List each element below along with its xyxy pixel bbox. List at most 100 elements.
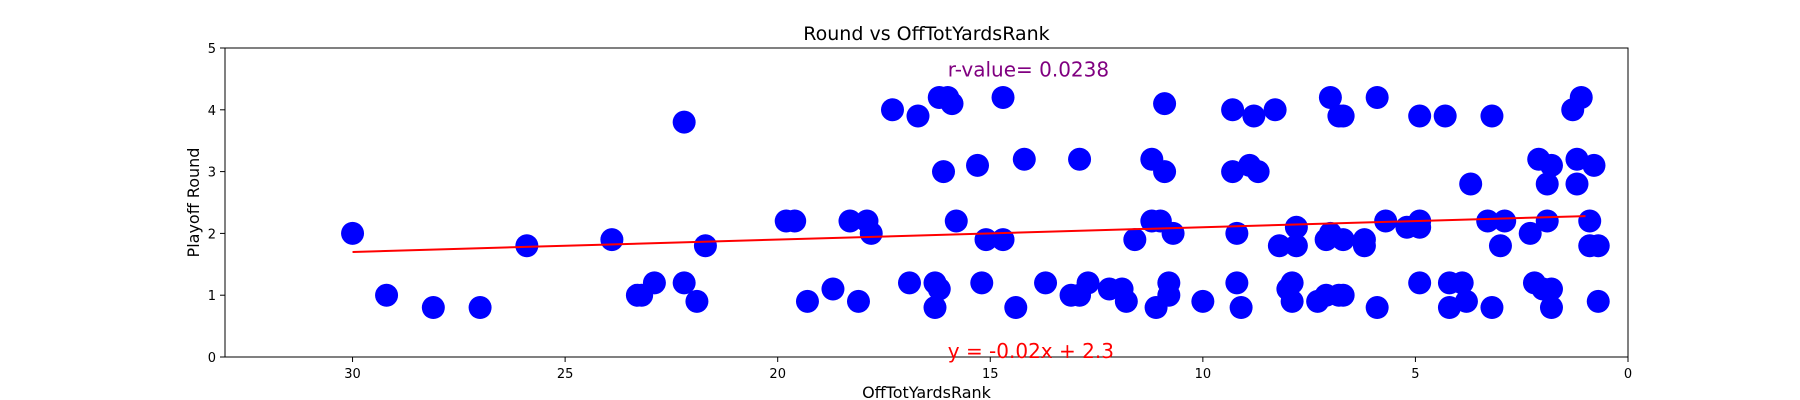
data-point bbox=[1153, 92, 1177, 116]
data-point bbox=[468, 296, 492, 320]
y-tick-label: 0 bbox=[208, 351, 216, 366]
data-point bbox=[642, 271, 666, 295]
data-point bbox=[940, 92, 964, 116]
x-tick-label: 10 bbox=[1195, 367, 1212, 382]
regression-line bbox=[352, 215, 1586, 253]
data-point bbox=[1161, 221, 1185, 245]
data-point bbox=[1488, 234, 1512, 258]
data-point bbox=[927, 277, 951, 301]
data-point bbox=[1450, 271, 1474, 295]
data-point bbox=[1263, 98, 1287, 122]
data-point bbox=[1076, 271, 1100, 295]
data-point bbox=[1157, 283, 1181, 307]
data-point bbox=[897, 271, 921, 295]
data-point bbox=[1012, 147, 1036, 171]
data-point bbox=[932, 160, 956, 184]
data-point bbox=[1459, 172, 1483, 196]
x-tick-label: 0 bbox=[1624, 367, 1632, 382]
data-point bbox=[1365, 296, 1389, 320]
data-point bbox=[1225, 221, 1249, 245]
r-value-annotation: r-value= 0.0238 bbox=[948, 58, 1109, 82]
data-point bbox=[1586, 289, 1610, 313]
data-point bbox=[1493, 209, 1517, 233]
data-point bbox=[693, 234, 717, 258]
data-point bbox=[1225, 271, 1249, 295]
y-tick-label: 1 bbox=[208, 289, 216, 304]
data-point bbox=[1578, 209, 1602, 233]
data-point bbox=[846, 289, 870, 313]
data-point bbox=[1480, 104, 1504, 128]
data-point bbox=[672, 271, 696, 295]
data-point bbox=[1229, 296, 1253, 320]
data-point bbox=[859, 221, 883, 245]
data-point bbox=[1242, 104, 1266, 128]
data-point bbox=[1123, 228, 1147, 252]
data-point bbox=[970, 271, 994, 295]
data-point bbox=[375, 283, 399, 307]
data-point bbox=[1331, 228, 1355, 252]
data-point bbox=[923, 296, 947, 320]
data-point bbox=[1331, 283, 1355, 307]
data-point bbox=[1454, 289, 1478, 313]
data-point bbox=[1539, 277, 1563, 301]
data-point bbox=[1539, 153, 1563, 177]
data-point bbox=[341, 221, 365, 245]
data-point bbox=[1331, 104, 1355, 128]
data-point bbox=[1433, 104, 1457, 128]
data-point bbox=[1408, 104, 1432, 128]
data-point bbox=[515, 234, 539, 258]
y-axis-label: Playoff Round bbox=[184, 148, 203, 258]
y-tick-label: 3 bbox=[208, 166, 216, 181]
data-point bbox=[1280, 271, 1304, 295]
data-point bbox=[1539, 296, 1563, 320]
data-point bbox=[1476, 209, 1500, 233]
data-point bbox=[1408, 215, 1432, 239]
data-point bbox=[880, 98, 904, 122]
x-tick-label: 30 bbox=[344, 367, 361, 382]
data-point bbox=[1565, 172, 1589, 196]
data-point bbox=[783, 209, 807, 233]
data-point bbox=[1518, 221, 1542, 245]
data-point bbox=[1535, 209, 1559, 233]
data-point bbox=[1569, 85, 1593, 109]
x-tick-label: 20 bbox=[769, 367, 786, 382]
x-axis-label: OffTotYardsRank bbox=[862, 383, 992, 400]
data-point bbox=[1267, 234, 1291, 258]
data-point bbox=[1004, 296, 1028, 320]
data-point bbox=[1408, 271, 1432, 295]
y-tick-label: 2 bbox=[208, 227, 216, 242]
axes-frame bbox=[224, 47, 1629, 358]
data-point bbox=[685, 289, 709, 313]
regression-equation-annotation: y = -0.02x + 2.3 bbox=[948, 339, 1114, 363]
data-point bbox=[906, 104, 930, 128]
plot-area: 30 25 20 15 10 5 0 0 1 2 3 4 5 bbox=[208, 42, 1632, 382]
data-point bbox=[1280, 289, 1304, 313]
data-point bbox=[1114, 289, 1138, 313]
data-point bbox=[1582, 153, 1606, 177]
data-point bbox=[991, 228, 1015, 252]
data-point bbox=[1191, 289, 1215, 313]
x-tick-label: 5 bbox=[1411, 367, 1419, 382]
data-point bbox=[991, 85, 1015, 109]
chart-title: Round vs OffTotYardsRank bbox=[803, 23, 1049, 45]
data-point bbox=[1535, 172, 1559, 196]
data-point bbox=[421, 296, 445, 320]
y-tick-label: 5 bbox=[208, 42, 216, 57]
x-tick-label: 15 bbox=[982, 367, 999, 382]
data-point bbox=[1480, 296, 1504, 320]
data-point bbox=[600, 228, 624, 252]
data-point bbox=[1068, 147, 1092, 171]
data-point bbox=[1318, 85, 1342, 109]
data-point bbox=[838, 209, 862, 233]
data-point bbox=[672, 110, 696, 134]
data-point bbox=[1221, 98, 1245, 122]
data-point bbox=[1246, 160, 1270, 184]
data-point bbox=[1352, 234, 1376, 258]
data-point bbox=[1586, 234, 1610, 258]
data-point bbox=[1034, 271, 1058, 295]
data-point bbox=[1284, 215, 1308, 239]
data-point bbox=[1153, 160, 1177, 184]
data-point bbox=[944, 209, 968, 233]
